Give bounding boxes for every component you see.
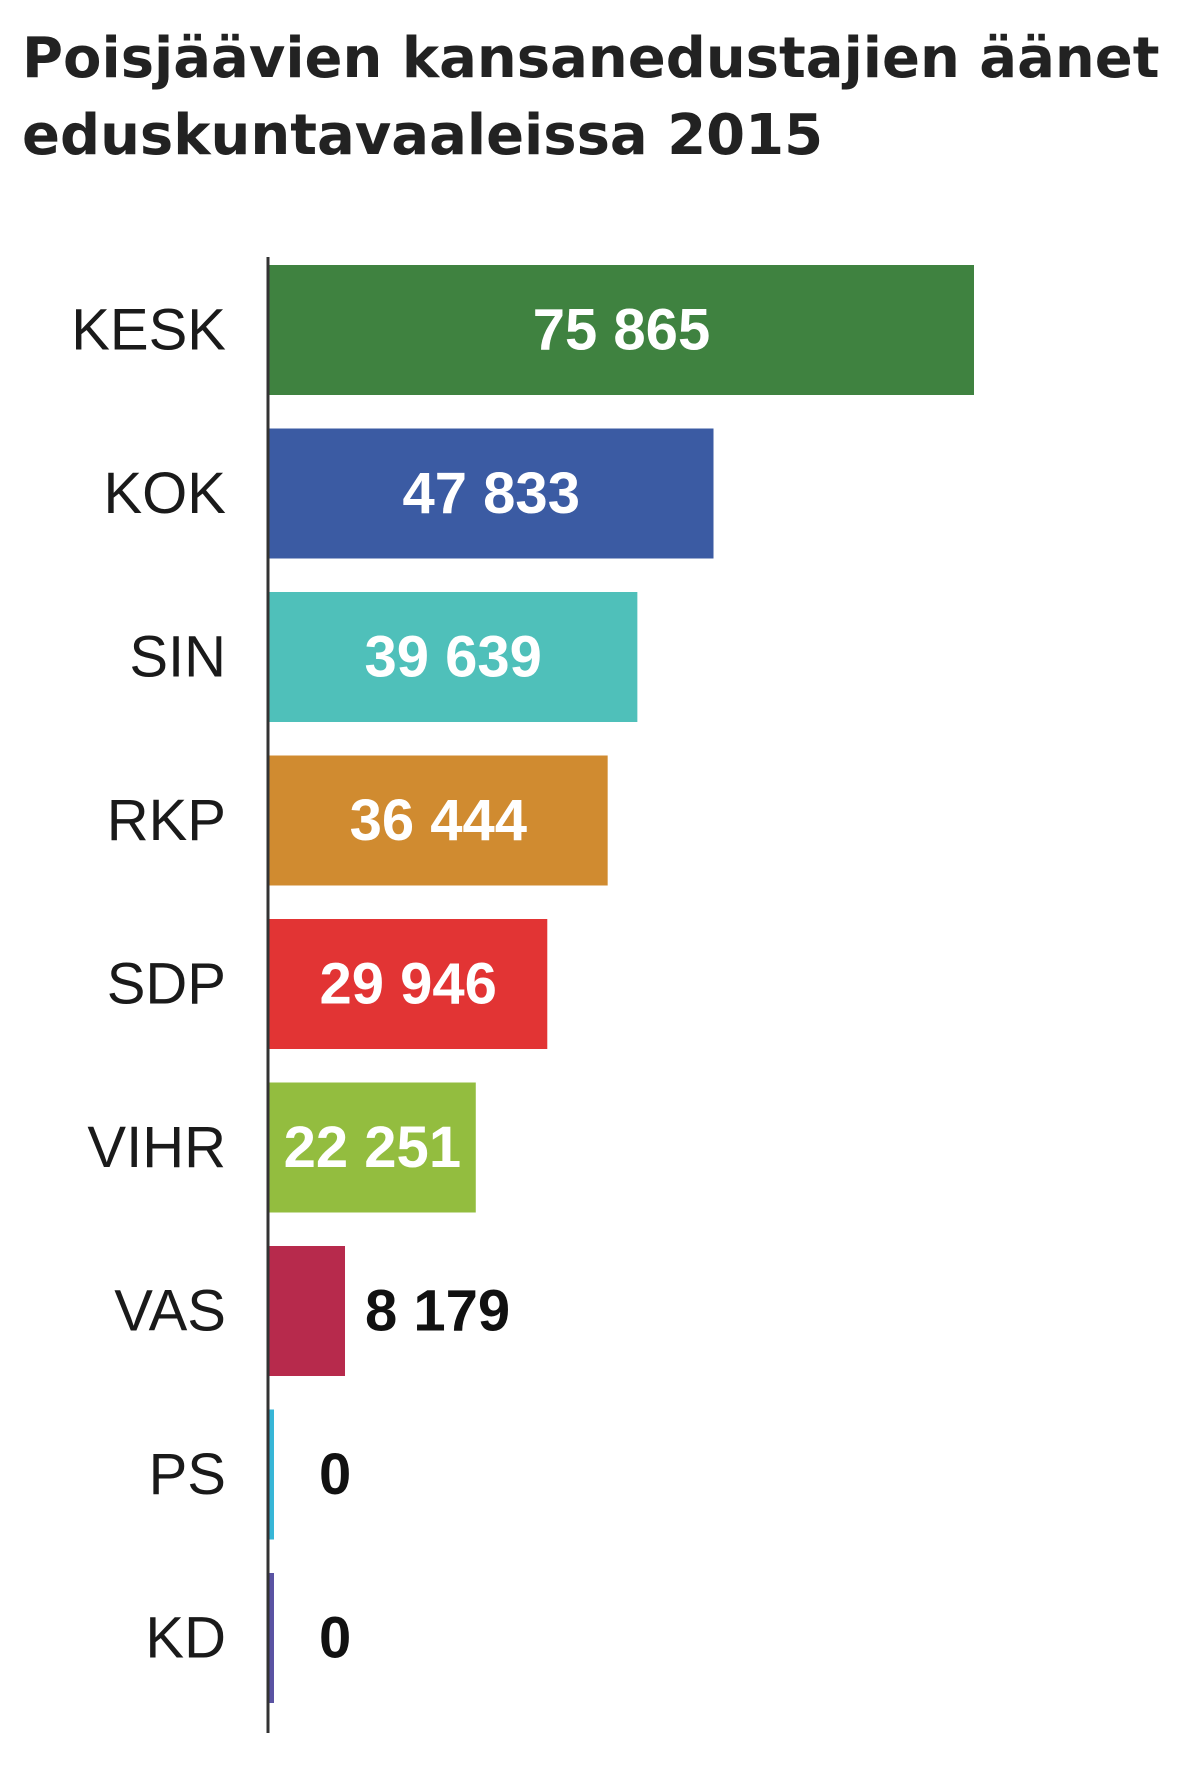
value-label-kok: 47 833 xyxy=(403,461,580,526)
value-label-kd: 0 xyxy=(319,1606,351,1671)
bar-ps xyxy=(269,1409,274,1540)
bars-layer: KESK 75 865 KOK 47 833 SIN 39 639 RKP 36 444 SDP… xyxy=(71,265,974,1703)
category-label-sdp: SDP xyxy=(107,952,226,1017)
value-label-sdp: 29 946 xyxy=(319,952,496,1017)
chart-title: Poisjäävien kansanedustajien äänet edusk… xyxy=(22,26,1160,168)
bar-rkp xyxy=(269,755,608,886)
value-label-rkp: 36 444 xyxy=(350,788,527,853)
value-label-ps: 0 xyxy=(319,1442,351,1507)
category-label-sin: SIN xyxy=(129,625,226,690)
value-label-kesk: 75 865 xyxy=(533,298,710,363)
category-label-vas: VAS xyxy=(114,1279,226,1344)
category-label-kok: KOK xyxy=(104,461,227,526)
bar-sdp xyxy=(269,919,548,1049)
value-label-vas: 8 179 xyxy=(365,1279,510,1344)
bar-kok xyxy=(269,428,714,559)
category-label-rkp: RKP xyxy=(107,788,226,853)
category-label-vihr: VIHR xyxy=(87,1115,226,1180)
bar-vas xyxy=(269,1246,346,1376)
category-label-ps: PS xyxy=(149,1442,226,1507)
bar-kd xyxy=(269,1573,274,1703)
bar-kesk xyxy=(269,265,974,395)
bar-sin xyxy=(269,592,638,722)
bar-vihr xyxy=(269,1082,476,1213)
category-label-kd: KD xyxy=(145,1606,226,1671)
value-label-sin: 39 639 xyxy=(364,625,541,690)
value-label-vihr: 22 251 xyxy=(284,1115,461,1180)
category-label-kesk: KESK xyxy=(71,298,226,363)
